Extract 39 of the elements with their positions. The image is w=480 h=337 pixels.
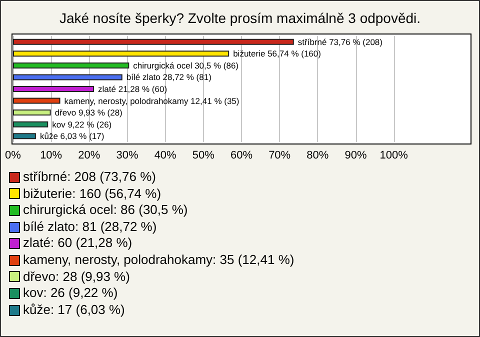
x-tick-label: 10% bbox=[40, 150, 62, 162]
bar bbox=[13, 62, 130, 68]
text: bižuterie: 160 (56,74 %) bbox=[23, 186, 162, 202]
x-tick-label: 0% bbox=[5, 150, 22, 162]
x-tick-label: 50% bbox=[192, 150, 215, 162]
text: kůže: 17 (6,03 %) bbox=[23, 302, 125, 318]
bar bbox=[13, 98, 60, 104]
x-tick-label: 70% bbox=[268, 150, 291, 162]
category-label: kameny, nerosty, polodrahokamy 12,41 % (35) bbox=[64, 96, 240, 106]
bar bbox=[13, 86, 94, 92]
x-tick-label: 30% bbox=[116, 150, 138, 162]
bar bbox=[13, 110, 51, 116]
category-label: stříbrné 73,76 % (208) bbox=[298, 36, 382, 47]
bar bbox=[13, 38, 294, 45]
category-label: zlaté 21,28 % (60) bbox=[98, 84, 168, 94]
text: chirurgická ocel: 86 (30,5 %) bbox=[23, 202, 188, 219]
bar bbox=[13, 133, 36, 140]
category-label: bílé zlato 28,72 % (81) bbox=[126, 72, 212, 82]
x-tick-label: 100% bbox=[380, 150, 408, 162]
x-tick-label: 90% bbox=[344, 150, 367, 162]
text: kov: 26 (9,22 %) bbox=[23, 285, 118, 302]
bar bbox=[13, 50, 230, 57]
x-tick-label: 20% bbox=[78, 150, 100, 162]
x-tick-label: 40% bbox=[154, 150, 177, 162]
x-tick-label: 60% bbox=[230, 150, 253, 162]
category-label: chirurgická ocel 30,5 % (86) bbox=[133, 60, 239, 70]
category-label: dřevo 9,93 % (28) bbox=[54, 108, 122, 118]
text: stříbrné: 208 (73,76 %) bbox=[23, 169, 156, 186]
category-label: kov 9,22 % (26) bbox=[52, 119, 112, 130]
text: bílé zlato: 81 (28,72 %) bbox=[23, 218, 157, 236]
category-label: bižuterie 56,74 % (160) bbox=[233, 48, 321, 59]
bar bbox=[13, 121, 48, 128]
bar bbox=[13, 74, 122, 80]
x-tick-label: 80% bbox=[306, 150, 329, 162]
chart-title: Jaké nosíte šperky? Zvolte prosím maximálně 3 odpovědi. bbox=[58, 10, 422, 26]
text: dřevo: 28 (9,93 %) bbox=[23, 268, 130, 286]
text: zlaté: 60 (21,28 %) bbox=[23, 235, 132, 252]
text: kameny, nerosty, polodrahokamy: 35 (12,41 %) bbox=[23, 252, 294, 269]
category-label: kůže 6,03 % (17) bbox=[40, 131, 104, 142]
